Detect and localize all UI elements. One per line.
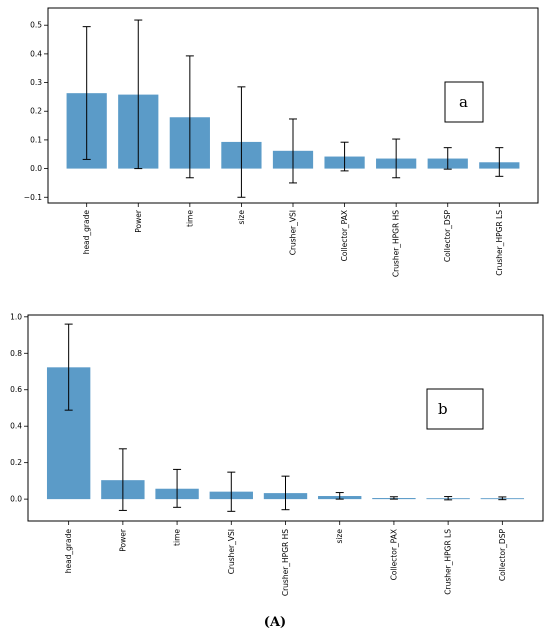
y-tick-label: 0.0 [30,164,42,173]
y-tick-label: 0.5 [30,21,42,30]
x-tick-label: head_grade [64,529,73,574]
y-axis-a: −0.1 0.0 0.1 0.2 0.3 0.4 0.5 [24,21,48,202]
figure-caption: (A) [264,615,286,630]
x-tick-label: Crusher_HPGR LS [495,210,504,276]
y-tick-label: −0.1 [24,193,42,202]
x-axis-a: head_grade Power time size Crusher_VSI Collec… [82,203,504,277]
panel-label-box-a [444,81,484,123]
y-tick-label: 0.0 [10,495,22,504]
x-tick-label: Collector_DSP [498,529,507,582]
x-tick-label: Collector_PAX [340,210,349,261]
y-tick-label: 0.1 [30,135,42,144]
y-tick-label: 0.8 [10,349,22,358]
panel-label-a: a [459,93,468,111]
x-tick-label: Crusher_VSI [227,529,236,574]
error-bars-b [64,323,507,512]
y-axis-b: 0.0 0.2 0.4 0.6 0.8 1.0 [10,312,28,504]
x-tick-label: Crusher_HPGR LS [444,529,453,595]
x-tick-label: Crusher_VSI [289,210,298,255]
y-tick-label: 0.4 [10,422,22,431]
panel-label-b: b [438,400,448,418]
x-tick-label: Power [118,528,127,552]
x-tick-label: time [185,210,194,227]
x-tick-label: Crusher_HPGR HS [281,529,290,596]
panel-label-box-b [426,388,484,430]
x-tick-label: size [237,210,246,225]
x-tick-label: size [335,529,344,544]
error-bars-a [82,19,504,198]
x-tick-label: head_grade [82,210,91,255]
y-tick-label: 0.6 [10,385,22,394]
chart-panel-a: −0.1 0.0 0.1 0.2 0.3 0.4 0.5 head_grade Power ti… [24,7,539,277]
x-tick-label: Power [134,209,143,233]
y-tick-label: 1.0 [10,312,22,321]
x-axis-b: head_grade Power time Crusher_VSI Crusher_HP… [64,521,507,596]
y-tick-label: 0.4 [30,49,42,58]
x-tick-label: Collector_PAX [389,529,398,580]
x-tick-label: Collector_DSP [443,210,452,263]
x-tick-label: Crusher_HPGR HS [392,210,401,277]
y-tick-label: 0.2 [30,107,42,116]
y-tick-label: 0.2 [10,458,22,467]
y-tick-label: 0.3 [30,78,42,87]
x-tick-label: time [173,529,182,546]
chart-panel-b: 0.0 0.2 0.4 0.6 0.8 1.0 head_grade Power time Cr… [10,312,544,596]
